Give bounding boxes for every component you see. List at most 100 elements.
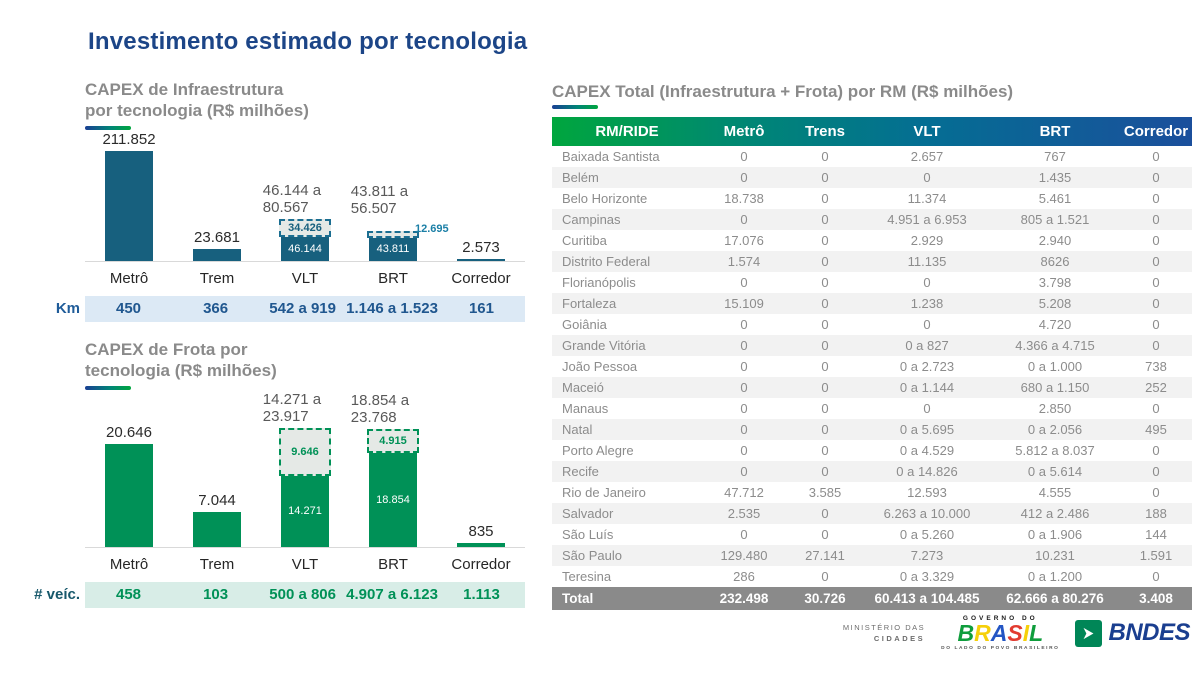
category-label-trem: Trem — [199, 556, 235, 574]
bar-metro-: 211.852 — [85, 130, 173, 262]
rm-value: 0 a 1.144 — [899, 380, 955, 395]
governo-tagline: DO LADO DO POVO BRASILEIRO — [941, 646, 1060, 651]
rm-value: 0 a 1.200 — [1027, 569, 1083, 584]
brasil-letter: I — [1022, 620, 1030, 646]
table-total-row: Total 232.498 30.726 60.413 a 104.485 62.666… — [552, 587, 1192, 610]
category-label-brt: BRT — [378, 556, 408, 574]
rm-value: 0 — [821, 296, 829, 311]
bar-value-inside: 34.426 — [288, 222, 322, 235]
brasil-letter: R — [974, 620, 991, 646]
ministry-line1: MINISTÉRIO DAS — [842, 622, 926, 632]
rm-value: 0 — [1152, 569, 1160, 584]
rm-value: 0 — [821, 233, 829, 248]
bar-dashed-outer-value: 12.695 — [415, 223, 449, 236]
table-row: Rio de Janeiro 47.712 3.585 12.593 4.555 0 — [552, 482, 1192, 503]
rm-name: São Luís — [562, 527, 614, 542]
table-row: Belém 0 0 0 1.435 0 — [552, 167, 1192, 188]
table-body: Baixada Santista 0 0 2.657 767 0 Belém 0 0 0 1.435… — [552, 146, 1192, 587]
rm-name: Porto Alegre — [562, 443, 634, 458]
category-label-corredor: Corredor — [451, 270, 511, 288]
rm-value: 0 — [821, 569, 829, 584]
rm-value: 15.109 — [724, 296, 764, 311]
footer-value-corredor: 161 — [468, 300, 494, 318]
table-row: Grande Vitória 0 0 0 a 827 4.366 a 4.715 0 — [552, 335, 1192, 356]
rm-value: 12.593 — [907, 485, 947, 500]
bar-brt: 18.854 4.915 18.854 a 23.768 — [349, 390, 437, 548]
rm-value: 0 — [740, 317, 748, 332]
footer-value-brt: 4.907 a 6.123 — [346, 586, 438, 604]
rm-value: 18.738 — [724, 191, 764, 206]
bar-segment-dashed-range: 34.426 — [279, 219, 331, 238]
bar-metro-: 20.646 — [85, 390, 173, 548]
rm-value: 0 a 5.260 — [899, 527, 955, 542]
bar-segment-dashed-range: 4.915 — [367, 429, 419, 454]
rm-value: 188 — [1145, 506, 1167, 521]
table-header-rm-ride: RM/RIDE — [595, 123, 659, 140]
rm-value: 0 — [1152, 254, 1160, 269]
rm-value: 0 — [740, 149, 748, 164]
rm-value: 0 — [1152, 485, 1160, 500]
bar-value-inside: 4.915 — [379, 435, 407, 448]
rm-value: 0 — [1152, 296, 1160, 311]
rm-name: Curitiba — [562, 233, 607, 248]
table-row: Campinas 0 0 4.951 a 6.953 805 a 1.521 0 — [552, 209, 1192, 230]
table-row: Goiânia 0 0 0 4.720 0 — [552, 314, 1192, 335]
rm-value: 0 — [1152, 443, 1160, 458]
brasil-letter: B — [957, 620, 975, 646]
rm-value: 4.366 a 4.715 — [1015, 338, 1095, 353]
table-header-corredor: Corredor — [1123, 123, 1189, 140]
chart-category-axis: Metrô Trem VLT BRT Corredor — [85, 548, 525, 573]
rm-value: 0 — [821, 527, 829, 542]
bar-value-label: 14.271 a 23.917 — [262, 390, 322, 426]
bar-vlt: 46.144 34.426 46.144 a 80.567 — [261, 130, 349, 262]
rm-value: 2.850 — [1038, 401, 1072, 416]
rm-name: Teresina — [562, 569, 612, 584]
rm-value: 3.798 — [1038, 275, 1072, 290]
rm-value: 6.263 a 10.000 — [883, 506, 971, 521]
total-value: 60.413 a 104.485 — [874, 591, 980, 606]
bar-value-label: 43.811 a 56.507 — [350, 182, 409, 218]
bar-segment-solid — [193, 512, 241, 548]
rm-value: 0 — [821, 443, 829, 458]
bar-trem: 23.681 — [173, 130, 261, 262]
table-row: Manaus 0 0 0 2.850 0 — [552, 398, 1192, 419]
total-value: 3.408 — [1139, 591, 1173, 606]
rm-value: 2.535 — [727, 506, 761, 521]
rm-name: Recife — [562, 464, 599, 479]
bar-segment-dashed-range: 9.646 — [279, 428, 331, 477]
rm-value: 5.208 — [1038, 296, 1072, 311]
rm-value: 0 a 14.826 — [896, 464, 958, 479]
rm-name: Natal — [562, 422, 593, 437]
total-value: 62.666 a 80.276 — [1006, 591, 1104, 606]
table-header-trens: Trens — [804, 123, 846, 140]
table-row: Belo Horizonte 18.738 0 11.374 5.461 0 — [552, 188, 1192, 209]
rm-value: 0 — [1152, 401, 1160, 416]
bar-value-label: 2.573 — [462, 239, 500, 257]
category-label-corredor: Corredor — [451, 556, 511, 574]
bar-segment-solid: 46.144 — [281, 237, 329, 262]
rm-value: 129.480 — [720, 548, 768, 563]
rm-value: 0 — [1152, 170, 1160, 185]
rm-name: Fortaleza — [562, 296, 617, 311]
rm-value: 0 — [821, 275, 829, 290]
rm-name: João Pessoa — [562, 359, 638, 374]
rm-value: 0 a 2.056 — [1027, 422, 1083, 437]
rm-name: Manaus — [562, 401, 609, 416]
rm-value: 0 a 827 — [905, 338, 949, 353]
brasil-letter: S — [1007, 620, 1023, 646]
governo-do-brasil-logo: GOVERNO DO BRASIL DO LADO DO POVO BRASIL… — [941, 615, 1059, 651]
rm-value: 0 a 1.906 — [1027, 527, 1083, 542]
bar-vlt: 14.271 9.646 14.271 a 23.917 — [261, 390, 349, 548]
bar-value-label: 211.852 — [102, 131, 156, 149]
bar-value-label: 23.681 — [194, 229, 240, 247]
rm-value: 0 a 5.695 — [899, 422, 955, 437]
rm-value: 0 — [821, 359, 829, 374]
rm-value: 1.238 — [910, 296, 944, 311]
capex-total-section: CAPEX Total (Infraestrutura + Frota) por… — [552, 82, 1192, 610]
rm-value: 4.951 a 6.953 — [887, 212, 967, 227]
ministry-line2: CIDADES — [873, 634, 926, 643]
bar-segment-solid: 43.811 — [369, 238, 417, 262]
rm-value: 0 — [740, 443, 748, 458]
rm-value: 0 — [1152, 191, 1160, 206]
